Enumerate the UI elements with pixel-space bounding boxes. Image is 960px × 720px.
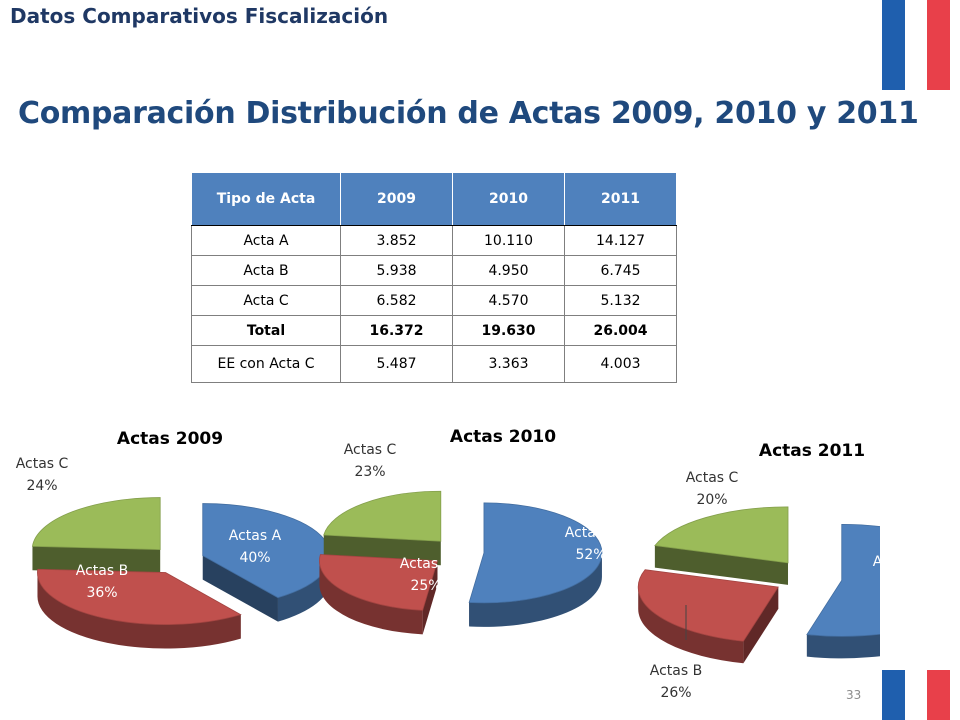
pie-slice-percent: 26%	[660, 685, 691, 700]
table-cell: 26.004	[564, 315, 677, 346]
pie-slice-percent: 20%	[696, 492, 727, 508]
table-header-row: Tipo de Acta 2009 2010 2011	[191, 172, 677, 226]
table-cell: 4.950	[452, 255, 565, 286]
pie-slice-percent: 36%	[86, 585, 117, 601]
pie-slice-percent: 52%	[575, 547, 606, 563]
table-cell: 10.110	[452, 225, 565, 256]
table-row: Acta C 6.582 4.570 5.132	[191, 285, 677, 316]
pie-slice-actas-c	[31, 497, 161, 574]
pie-slice-percent: 40%	[239, 550, 270, 566]
pie-charts: Actas 2009 Actas A 40% Actas B 36% Actas C 24%…	[16, 427, 880, 700]
page-number: 33	[846, 688, 862, 702]
pie-chart-2: Actas 2010 Actas A 52% Actas B 25% Actas C 23%	[319, 427, 618, 635]
table-cell: Acta C	[191, 285, 341, 316]
pie-slice-percent: 23%	[354, 464, 385, 480]
pie-chart-title: Actas 2009	[117, 429, 223, 449]
pie-slice-label: Actas B	[400, 556, 452, 572]
pie-slice-label: Actas C	[16, 456, 69, 472]
pie-slice-actas-a	[468, 502, 603, 627]
header-title: Datos Comparativos Fiscalización	[10, 4, 389, 28]
pie-slice-label: Actas A	[873, 554, 880, 570]
pie-slice-percent: 25%	[410, 578, 441, 594]
pie-slice-label: Actas C	[344, 442, 397, 458]
pie-slice-label: Actas A	[565, 525, 618, 541]
pie-slice-actas-c	[323, 490, 442, 566]
pie-slice-label: Actas C	[686, 470, 739, 486]
table-cell: 3.363	[452, 345, 565, 383]
table-row: EE con Acta C 5.487 3.363 4.003	[191, 345, 677, 383]
table-cell: 4.003	[564, 345, 677, 383]
table-header-cell: 2011	[564, 172, 677, 226]
chile-flag-stripes-bottom	[882, 670, 951, 720]
pie-slice-actas-a	[806, 523, 880, 659]
table-cell: Acta A	[191, 225, 341, 256]
table-cell: 6.582	[340, 285, 453, 316]
chile-flag-stripes-top	[882, 0, 951, 90]
pie-slice-actas-b	[319, 554, 438, 635]
pie-slice-label: Actas B	[76, 563, 128, 579]
flag-blue-stripe	[882, 670, 905, 720]
table-row: Acta B 5.938 4.950 6.745	[191, 255, 677, 286]
pie-slice-actas-c	[654, 506, 789, 585]
pie-slice-label: Actas A	[229, 528, 282, 544]
table-cell: 6.745	[564, 255, 677, 286]
pie-slice-label: Actas B	[650, 663, 702, 679]
pie-chart-title: Actas 2011	[759, 441, 865, 461]
actas-table: Tipo de Acta 2009 2010 2011 Acta A 3.852…	[191, 172, 677, 383]
table-cell: 4.570	[452, 285, 565, 316]
pie-chart-3: Actas 2011Actas A54%Actas B26%Actas C20%	[637, 441, 880, 700]
flag-white-stripe	[904, 0, 928, 90]
pie-slice-actas-b	[637, 569, 779, 664]
table-cell: Acta B	[191, 255, 341, 286]
pie-slice-actas-b	[37, 568, 242, 649]
table-cell: 14.127	[564, 225, 677, 256]
table-cell: 16.372	[340, 315, 453, 346]
pie-chart-1: Actas 2009 Actas A 40% Actas B 36% Actas C 24%	[16, 429, 332, 649]
flag-red-stripe	[927, 670, 951, 720]
slide-title: Comparación Distribución de Actas 2009, …	[18, 96, 919, 131]
table-cell: 5.132	[564, 285, 677, 316]
pie-slice-actas-a	[202, 503, 332, 622]
pie-slice-percent: 24%	[26, 478, 57, 494]
table-cell: 5.938	[340, 255, 453, 286]
table-header-cell: Tipo de Acta	[191, 172, 341, 226]
flag-blue-stripe	[882, 0, 905, 90]
flag-red-stripe	[927, 0, 951, 90]
table-header-cell: 2009	[340, 172, 453, 226]
table-cell: 3.852	[340, 225, 453, 256]
table-cell: EE con Acta C	[191, 345, 341, 383]
pie-chart-title: Actas 2010	[450, 427, 556, 447]
table-row: Acta A 3.852 10.110 14.127	[191, 225, 677, 256]
table-row-total: Total 16.372 19.630 26.004	[191, 315, 677, 346]
table-header-cell: 2010	[452, 172, 565, 226]
table-cell: 19.630	[452, 315, 565, 346]
table-cell: 5.487	[340, 345, 453, 383]
flag-white-stripe	[904, 670, 928, 720]
table-cell: Total	[191, 315, 341, 346]
